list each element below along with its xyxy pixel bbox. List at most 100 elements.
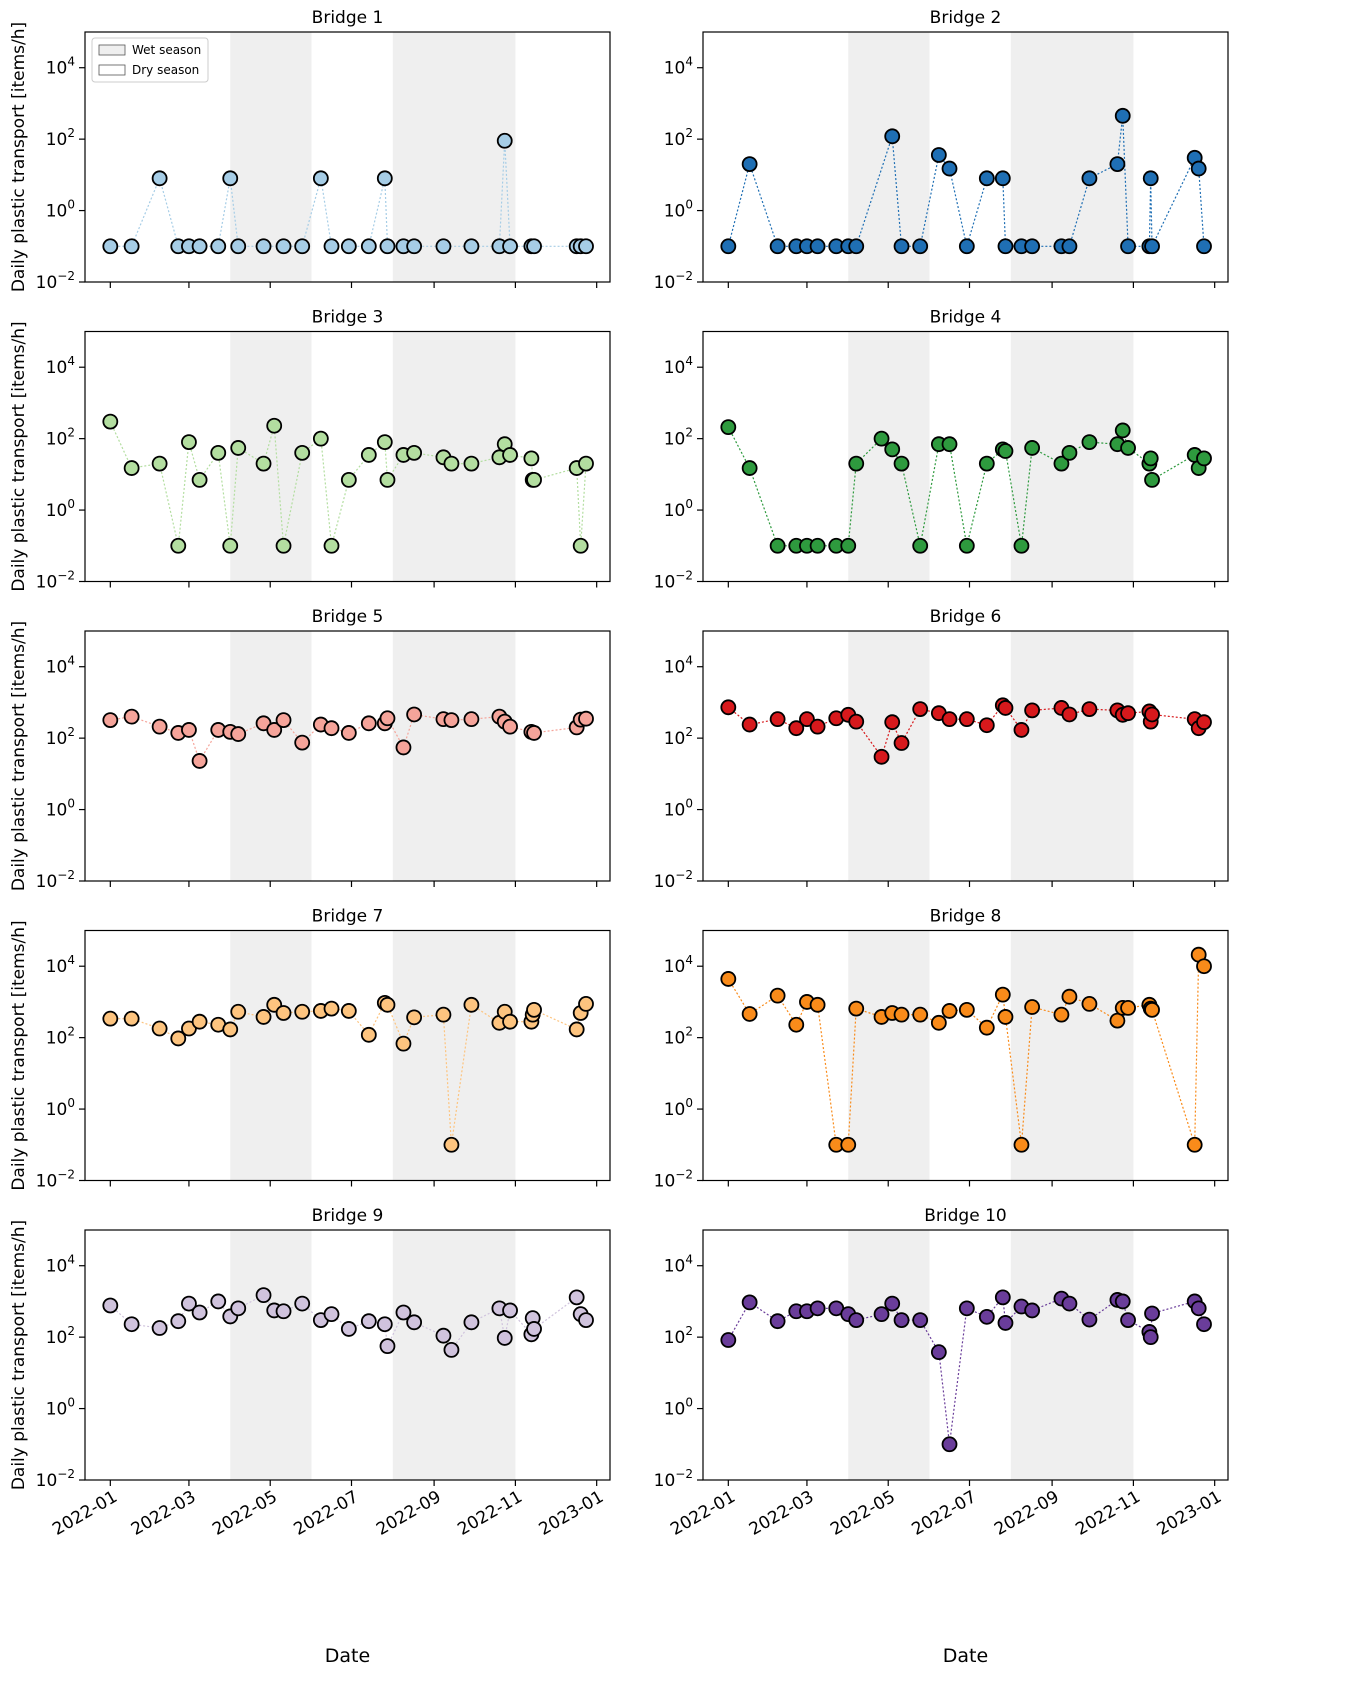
subplot-title: Bridge 6 — [930, 607, 1002, 627]
data-point — [1196, 450, 1212, 467]
x-tick-label: 2022-07 — [290, 1487, 362, 1540]
data-point — [210, 238, 227, 255]
subplot: Bridge 7 10−2 100 102 104 Daily plastic trans… — [9, 907, 611, 1192]
subplot-title: Bridge 2 — [930, 8, 1002, 28]
data-point — [502, 718, 518, 735]
data-point — [255, 1287, 272, 1304]
data-point — [848, 1000, 865, 1017]
data-point — [1053, 455, 1070, 472]
data-point — [741, 1294, 758, 1311]
data-point — [255, 1009, 272, 1025]
season-shade — [848, 930, 930, 1181]
y-tick-label: 10−2 — [36, 868, 75, 892]
data-point — [978, 455, 995, 472]
y-tick-label: 104 — [664, 55, 693, 79]
data-point — [151, 455, 168, 472]
data-point — [181, 1295, 197, 1312]
y-tick-label: 100 — [664, 797, 693, 821]
y-tick-label: 104 — [46, 654, 75, 678]
data-point — [997, 1009, 1014, 1025]
data-point — [1024, 440, 1041, 456]
data-point — [523, 450, 540, 467]
legend-label: Dry season — [132, 63, 199, 77]
data-point — [884, 128, 901, 145]
data-point — [1061, 988, 1078, 1005]
data-point — [809, 996, 826, 1013]
y-tick-label: 104 — [46, 953, 75, 977]
data-point — [379, 710, 396, 727]
season-shade — [1010, 930, 1134, 1181]
data-point — [720, 238, 737, 255]
data-point — [340, 238, 357, 255]
data-point — [578, 996, 594, 1012]
data-point — [912, 1006, 929, 1023]
data-point — [978, 1308, 995, 1325]
season-shade — [230, 631, 312, 881]
data-point — [1142, 450, 1159, 467]
subplot-title: Bridge 7 — [312, 907, 384, 927]
subplot-title: Bridge 8 — [930, 907, 1002, 927]
data-point — [294, 444, 311, 461]
y-tick-label: 10−2 — [36, 1168, 75, 1192]
plot-frame — [702, 630, 1229, 882]
data-point — [340, 1003, 357, 1019]
data-point — [222, 170, 239, 187]
legend-swatch — [98, 44, 126, 56]
data-point — [123, 460, 140, 476]
data-point — [1190, 160, 1207, 177]
y-tick-label: 104 — [46, 1253, 75, 1277]
data-point — [884, 1295, 901, 1312]
data-point — [496, 132, 513, 149]
data-point — [406, 444, 423, 461]
data-point — [210, 1293, 227, 1310]
subplot: Bridge 8 10−2 100 102 104 — [654, 907, 1229, 1192]
data-point — [406, 1314, 423, 1331]
data-point — [1190, 1300, 1207, 1317]
data-point — [1196, 714, 1212, 731]
data-point — [1061, 238, 1078, 255]
data-point — [360, 715, 377, 732]
data-point — [340, 725, 357, 741]
data-point — [170, 1030, 187, 1047]
y-tick-label: 102 — [46, 1324, 75, 1348]
data-point — [151, 718, 168, 735]
data-point — [809, 1300, 826, 1317]
data-point — [191, 1013, 208, 1030]
data-point — [997, 238, 1014, 255]
data-point — [443, 712, 460, 729]
data-point — [123, 708, 140, 725]
data-point — [294, 238, 311, 255]
data-point — [463, 711, 480, 728]
y-tick-label: 102 — [664, 426, 693, 450]
season-shade — [230, 1230, 312, 1480]
data-point — [978, 1019, 995, 1036]
data-point — [463, 238, 480, 255]
data-point — [502, 1302, 518, 1319]
subplot: Bridge 2 10−2 100 102 104 — [654, 8, 1229, 293]
y-tick-label: 10−2 — [654, 1168, 693, 1192]
subplot: Bridge 3 10−2 100 102 104 Daily plastic trans… — [9, 308, 611, 593]
data-point — [578, 710, 594, 727]
plot-frame — [84, 330, 611, 583]
data-point — [443, 455, 460, 472]
data-point — [994, 170, 1011, 187]
data-point — [323, 1306, 340, 1323]
data-point — [912, 701, 929, 718]
data-point — [741, 716, 758, 733]
data-point — [941, 160, 958, 177]
data-point — [893, 238, 910, 255]
season-shade — [392, 631, 516, 881]
data-point — [720, 971, 737, 987]
data-point — [978, 170, 995, 187]
data-point — [275, 712, 292, 729]
data-point — [151, 1320, 168, 1336]
data-point — [266, 722, 283, 738]
data-point — [1144, 1001, 1160, 1018]
data-point — [1196, 238, 1212, 255]
data-point — [275, 1005, 292, 1021]
data-point — [1081, 434, 1098, 451]
data-point — [1120, 238, 1136, 255]
series-line — [727, 115, 1205, 247]
